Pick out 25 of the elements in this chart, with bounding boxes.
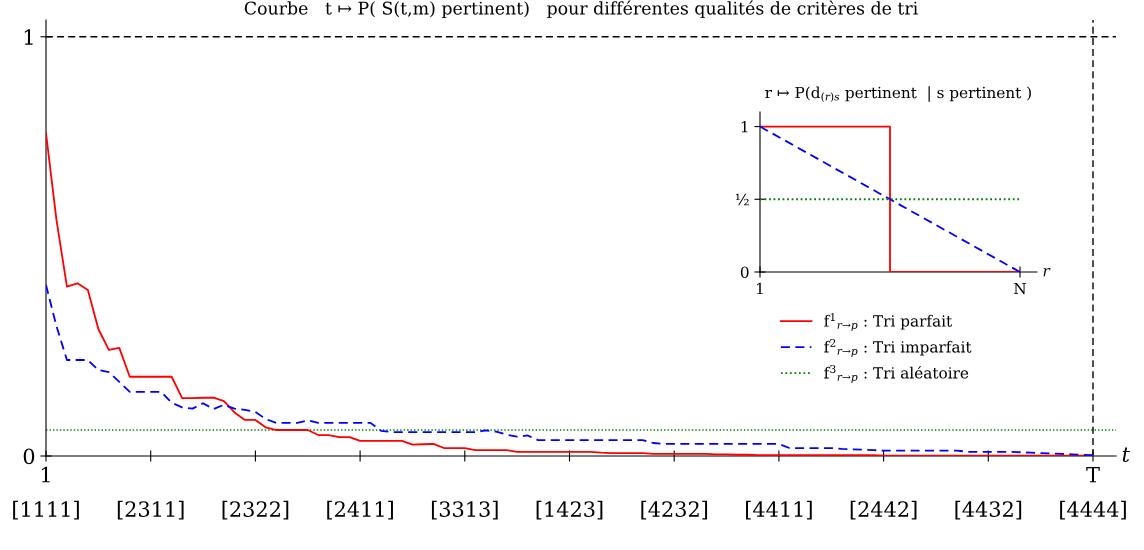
x-tick-label: [4432] <box>955 500 1022 520</box>
x-tick-label: [2411] <box>327 500 393 520</box>
x-tick-label: 1 [1111] <box>13 466 79 520</box>
x-tick-label: [4411] <box>746 500 812 520</box>
x-tick-label: [2311] <box>117 500 184 520</box>
y-tick-label: 0 <box>740 266 749 279</box>
legend-label: f$^{3}$$_{r→p}$ : Tri aléatoire <box>824 364 969 383</box>
x-tick-label: [1423] <box>536 500 603 520</box>
x-axis-title: r <box>1043 268 1051 277</box>
x-tick-label: T [4444] <box>1060 467 1126 520</box>
legend-label: f$^{2}$$_{r→p}$ : Tri imparfait <box>824 338 972 358</box>
x-tick-label: [3313] <box>431 500 498 520</box>
line-series <box>46 284 1094 456</box>
legend-label: f$^{1}$$_{r→p}$ : Tri parfait <box>824 312 953 332</box>
x-tick-label: [4232] <box>641 500 708 520</box>
x-tick-label: [2442] <box>850 500 917 520</box>
chart-title: r ↦ P(d$_{(r)s}$ pertinent | s pertinent ) <box>765 86 1031 103</box>
x-axis-title: t <box>1122 447 1130 463</box>
chart-title: Courbe t ↦ P( S(t,m) pertinent) pour différentes qualités de critères de tri <box>244 0 918 19</box>
y-tick-label: ½ <box>735 193 749 206</box>
line-series <box>46 132 1094 456</box>
x-tick-label: [2322] <box>222 500 289 520</box>
y-tick-label: 1 <box>741 121 748 133</box>
y-tick-label: 0 <box>23 448 35 465</box>
x-tick-label: N <box>1014 282 1027 295</box>
